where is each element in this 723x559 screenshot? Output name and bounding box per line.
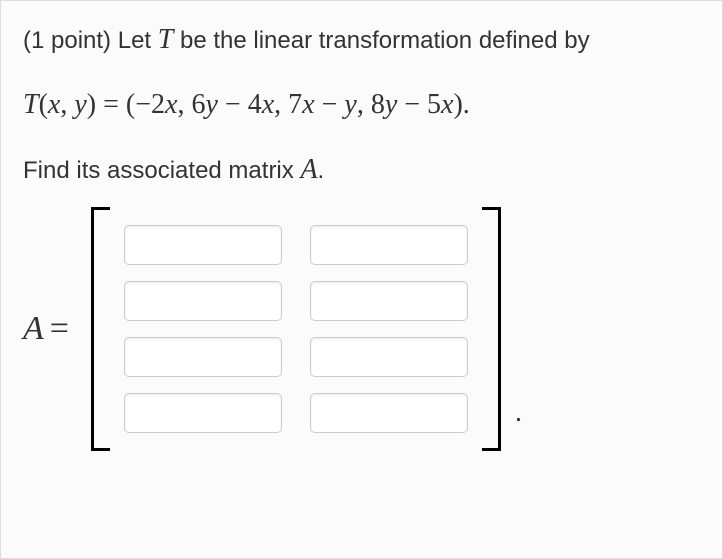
matrix-body bbox=[110, 207, 482, 451]
matrix-lhs: A= bbox=[23, 310, 77, 348]
transformation-symbol: T bbox=[158, 24, 174, 55]
formula-lhs: T(x, y) = bbox=[23, 89, 126, 120]
right-bracket bbox=[482, 207, 501, 451]
trailing-period: . bbox=[501, 397, 522, 451]
matrix-container bbox=[91, 207, 501, 451]
find-prefix: Find its associated matrix bbox=[23, 157, 300, 184]
find-instruction: Find its associated matrix A. bbox=[23, 151, 700, 189]
matrix-symbol-inline: A bbox=[300, 154, 317, 185]
intro-suffix: be the linear transformation defined by bbox=[173, 27, 589, 54]
problem-card: (1 point) Let T be the linear transforma… bbox=[0, 0, 723, 559]
matrix-cell-a41[interactable] bbox=[124, 393, 282, 433]
find-suffix: . bbox=[318, 157, 325, 184]
matrix-symbol: A bbox=[23, 310, 44, 347]
matrix-cell-a31[interactable] bbox=[124, 337, 282, 377]
matrix-cell-a21[interactable] bbox=[124, 281, 282, 321]
matrix-cell-a32[interactable] bbox=[310, 337, 468, 377]
matrix-cell-a12[interactable] bbox=[310, 225, 468, 265]
matrix-cell-a11[interactable] bbox=[124, 225, 282, 265]
points-label: (1 point) bbox=[23, 27, 111, 54]
left-bracket bbox=[91, 207, 110, 451]
matrix-equation: A= . bbox=[23, 207, 700, 451]
formula: T(x, y) = (−2x, 6y − 4x, 7x − y, 8y − 5x… bbox=[23, 89, 700, 121]
intro-prefix: Let bbox=[118, 27, 158, 54]
matrix-cell-a42[interactable] bbox=[310, 393, 468, 433]
matrix-cell-a22[interactable] bbox=[310, 281, 468, 321]
formula-rhs: (−2x, 6y − 4x, 7x − y, 8y − 5x). bbox=[126, 89, 470, 120]
problem-intro: (1 point) Let T be the linear transforma… bbox=[23, 21, 700, 59]
equals-sign: = bbox=[50, 310, 69, 347]
